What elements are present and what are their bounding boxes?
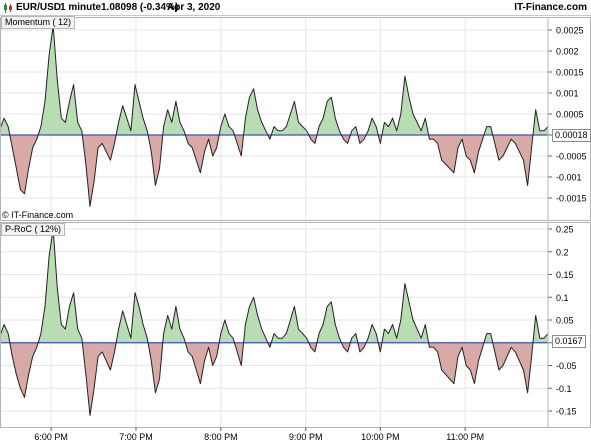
proc-current-value: 0.0167	[552, 335, 586, 348]
y-tick-label: -0.15	[556, 407, 577, 417]
x-tick-label: 7:00 PM	[119, 432, 153, 442]
x-tick-label: 10:00 PM	[361, 432, 400, 442]
y-tick-label: 0.001	[556, 89, 579, 99]
indicator-line	[0, 25, 549, 207]
y-tick-label: -0.001	[556, 173, 582, 183]
y-tick-label: -0.0015	[556, 194, 587, 204]
y-tick-label: 0.1	[556, 293, 569, 303]
y-tick-label: -0.05	[556, 361, 577, 371]
y-tick-label: 0.25	[556, 225, 574, 235]
brand-label[interactable]: IT-Finance.com	[514, 2, 587, 13]
y-tick-label: 0.2	[556, 247, 569, 257]
negative-area	[0, 135, 548, 207]
price-change-label: 1.08098 (-0.34%)	[101, 2, 179, 13]
momentum-current-value: 0.00018	[552, 129, 591, 142]
indicator-line	[0, 228, 549, 416]
y-tick-label: 0.15	[556, 270, 574, 280]
x-tick-label: 11:00 PM	[446, 432, 484, 442]
y-tick-label: 0.0015	[556, 68, 584, 78]
y-tick-label: 0.05	[556, 316, 574, 326]
x-tick-label: 8:00 PM	[204, 432, 238, 442]
chart-header: EUR/USD 1 minute 1.08098 (-0.34%) Apr 3,…	[0, 0, 591, 16]
watermark: © IT-Finance.com	[2, 210, 74, 220]
momentum-pane-title[interactable]: Momentum ( 12)	[1, 16, 76, 29]
positive-area	[0, 229, 548, 343]
y-tick-label: 0.0025	[556, 26, 584, 36]
symbol-label[interactable]: EUR/USD	[16, 2, 62, 13]
y-tick-label: -0.1	[556, 384, 572, 394]
positive-area	[0, 25, 548, 135]
negative-area	[0, 342, 548, 416]
timeframe-label[interactable]: 1 minute	[60, 2, 102, 13]
y-tick-label: 0.002	[556, 47, 579, 57]
x-tick-label: 6:00 PM	[34, 432, 68, 442]
x-tick-label: 9:00 PM	[289, 432, 323, 442]
date-label: Apr 3, 2020	[167, 2, 221, 13]
candlestick-icon	[4, 3, 12, 13]
y-tick-label: -0.0005	[556, 152, 587, 162]
proc-pane-title[interactable]: P-RoC ( 12%)	[1, 223, 66, 236]
y-tick-label: 0.0005	[556, 110, 584, 120]
